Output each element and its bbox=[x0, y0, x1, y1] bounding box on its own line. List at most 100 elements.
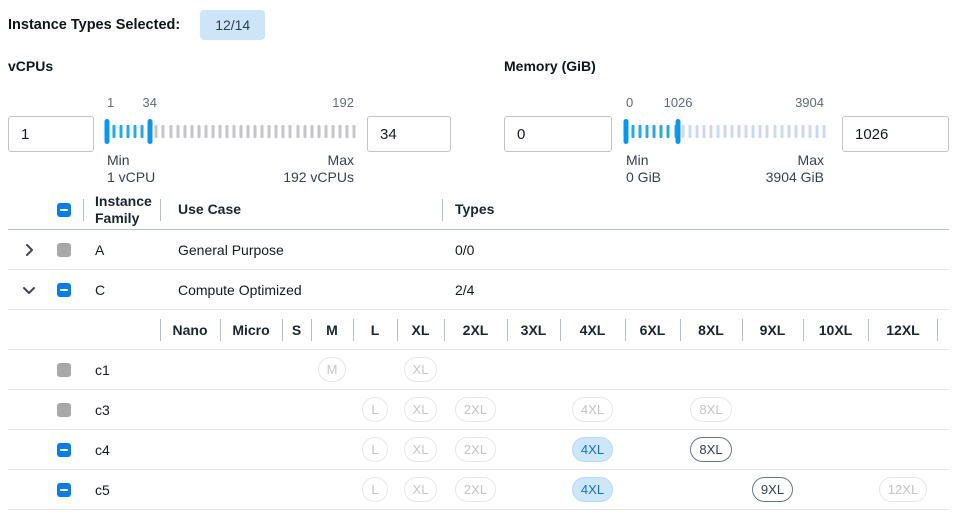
expand-chevron-down-icon[interactable] bbox=[21, 282, 37, 298]
family-types-count: 2/4 bbox=[455, 281, 475, 298]
slider-tick bbox=[773, 125, 776, 138]
slider-tick bbox=[666, 125, 670, 138]
size-column-6xl: 6XL bbox=[625, 310, 680, 350]
slider-tick bbox=[310, 125, 314, 138]
memory-min-input[interactable] bbox=[504, 116, 612, 152]
size-column-10xl: 10XL bbox=[803, 310, 868, 350]
size-column-xl: XL bbox=[397, 310, 444, 350]
vcpus-scale-min: 1 bbox=[107, 95, 115, 110]
memory-scale-max: 3904 bbox=[795, 95, 824, 110]
size-pill[interactable]: XL bbox=[403, 477, 438, 502]
memory-slider-track[interactable] bbox=[623, 113, 826, 149]
memory-max-caption: Max 3904 GiB bbox=[765, 152, 824, 185]
c1-checkbox[interactable] bbox=[57, 362, 71, 377]
family-a-checkbox[interactable] bbox=[57, 242, 71, 257]
instance-name: c4 bbox=[95, 441, 110, 458]
size-pill[interactable]: 9XL bbox=[751, 477, 794, 502]
size-pill[interactable]: XL bbox=[403, 437, 438, 462]
slider-tick bbox=[218, 125, 222, 138]
c3-checkbox[interactable] bbox=[57, 402, 71, 417]
vcpus-filter: vCPUs 1 34 192 Min 1 vCPU bbox=[8, 58, 451, 186]
size-pill[interactable]: L bbox=[362, 437, 388, 462]
size-pill-selected[interactable]: 4XL bbox=[571, 477, 614, 502]
slider-tick bbox=[801, 125, 805, 138]
instance-row-c3: c3 L XL 2XL 4XL 8XL bbox=[8, 390, 949, 430]
memory-title: Memory (GiB) bbox=[504, 58, 596, 74]
size-pill[interactable]: 8XL bbox=[690, 397, 732, 422]
slider-tick bbox=[183, 125, 187, 138]
size-column-s: S bbox=[282, 310, 311, 350]
size-pill[interactable]: XL bbox=[403, 357, 438, 382]
selected-count-row: Instance Types Selected: 12/14 bbox=[8, 10, 949, 40]
slider-tick bbox=[331, 125, 335, 138]
slider-tick bbox=[274, 125, 278, 138]
family-c-checkbox[interactable] bbox=[57, 282, 71, 297]
size-pill[interactable]: 4XL bbox=[571, 397, 614, 422]
slider-tick bbox=[681, 125, 685, 138]
slider-tick bbox=[239, 125, 243, 138]
size-header-row: Nano Micro S M L XL 2XL 3XL 4XL 6XL 8XL … bbox=[8, 310, 949, 350]
instance-name: c1 bbox=[95, 361, 110, 378]
size-pill[interactable]: L bbox=[362, 397, 388, 422]
family-use-case: General Purpose bbox=[178, 241, 284, 258]
column-header-types: Types bbox=[442, 198, 949, 221]
size-pill[interactable]: M bbox=[317, 357, 347, 382]
vcpus-max-input[interactable] bbox=[367, 116, 451, 152]
slider-tick bbox=[723, 125, 727, 138]
slider-tick bbox=[674, 125, 677, 138]
slider-tick bbox=[317, 125, 321, 138]
slider-tick bbox=[794, 125, 798, 138]
slider-tick bbox=[288, 125, 292, 138]
memory-max-input[interactable] bbox=[842, 116, 949, 152]
size-pill[interactable]: XL bbox=[403, 397, 438, 422]
slider-handle[interactable] bbox=[675, 119, 681, 144]
vcpus-slider-track[interactable] bbox=[104, 113, 356, 149]
memory-min-caption: Min 0 GiB bbox=[626, 152, 662, 185]
slider-tick bbox=[659, 125, 663, 138]
expand-chevron-right-icon[interactable] bbox=[21, 242, 37, 258]
slider-handle[interactable] bbox=[104, 119, 110, 144]
slider-tick bbox=[345, 125, 349, 138]
size-column-nano: Nano bbox=[160, 310, 220, 350]
slider-tick bbox=[716, 125, 720, 138]
size-column-4xl: 4XL bbox=[560, 310, 625, 350]
c4-checkbox[interactable] bbox=[57, 442, 71, 457]
instance-name: c3 bbox=[95, 401, 110, 418]
instance-row-c4: c4 L XL 2XL 4XL 8XL bbox=[8, 430, 949, 470]
vcpus-min-caption: Min 1 vCPU bbox=[107, 152, 156, 185]
slider-tick bbox=[737, 125, 741, 138]
vcpus-min-input[interactable] bbox=[8, 116, 94, 152]
slider-handle[interactable] bbox=[623, 119, 629, 144]
size-pill[interactable]: 2XL bbox=[454, 437, 497, 462]
size-pill[interactable]: L bbox=[362, 477, 388, 502]
select-all-checkbox[interactable] bbox=[57, 202, 71, 217]
slider-tick bbox=[709, 125, 713, 138]
slider-tick bbox=[744, 125, 748, 138]
size-pill[interactable]: 2XL bbox=[454, 397, 497, 422]
family-row-c: C Compute Optimized 2/4 bbox=[8, 270, 949, 310]
slider-tick bbox=[638, 125, 642, 138]
slider-tick bbox=[169, 125, 172, 138]
slider-tick bbox=[324, 125, 328, 138]
c5-checkbox[interactable] bbox=[57, 482, 71, 497]
slider-tick bbox=[112, 125, 116, 138]
size-pill[interactable]: 2XL bbox=[454, 477, 497, 502]
slider-tick bbox=[211, 125, 215, 138]
slider-tick bbox=[267, 125, 271, 138]
slider-tick bbox=[296, 125, 300, 138]
slider-tick bbox=[338, 125, 342, 138]
vcpus-max-caption: Max 192 vCPUs bbox=[283, 152, 354, 185]
size-pill-selected[interactable]: 4XL bbox=[571, 437, 614, 462]
slider-tick bbox=[815, 125, 819, 138]
instance-family-table: Instance Family Use Case Types A General… bbox=[8, 190, 949, 510]
slider-tick bbox=[702, 125, 706, 138]
filters-section: vCPUs 1 34 192 Min 1 vCPU bbox=[8, 58, 949, 186]
size-column-8xl: 8XL bbox=[680, 310, 742, 350]
size-column-3xl: 3XL bbox=[507, 310, 560, 350]
slider-tick bbox=[140, 125, 144, 138]
slider-handle[interactable] bbox=[147, 119, 153, 144]
slider-tick bbox=[232, 125, 236, 138]
size-pill[interactable]: 12XL bbox=[878, 477, 928, 502]
size-pill[interactable]: 8XL bbox=[690, 437, 732, 462]
slider-tick bbox=[126, 125, 130, 138]
